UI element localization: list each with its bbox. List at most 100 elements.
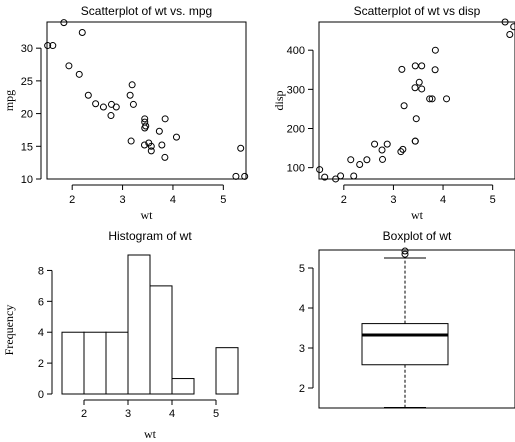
data-point [155, 127, 163, 135]
x-tick-label: 2 [81, 408, 87, 420]
x-tick-label: 3 [390, 194, 396, 206]
data-point [411, 84, 419, 92]
data-point [232, 172, 240, 180]
plot-frame [46, 21, 247, 180]
data-point [428, 95, 436, 103]
data-point [161, 153, 169, 161]
panel-scatter-wt-disp: Scatterplot of wt vs disp 2 3 4 5 wt 100 200 300… [272, 4, 515, 222]
data-point [140, 141, 148, 149]
x-tick-label: 2 [341, 194, 347, 206]
data-point [75, 70, 83, 78]
plot-frame [318, 21, 515, 180]
data-point [506, 31, 514, 39]
outlier-point [401, 250, 409, 258]
data-point [443, 95, 451, 103]
data-point [399, 145, 407, 153]
box [361, 323, 449, 366]
data-point [337, 172, 345, 180]
histogram-bar [105, 331, 129, 395]
data-point [316, 166, 324, 174]
data-point [141, 124, 149, 132]
x-axis-label: wt [141, 208, 154, 222]
data-point [347, 156, 355, 164]
data-point [426, 95, 434, 103]
data-point [398, 65, 406, 73]
data-point [78, 28, 86, 36]
x-tick-label: 3 [120, 194, 126, 206]
data-point [400, 102, 408, 110]
y-tick-label: 2 [299, 383, 305, 395]
y-tick-label: 3 [299, 343, 305, 355]
data-point [129, 100, 137, 108]
data-point [84, 91, 92, 99]
data-point [321, 173, 329, 181]
y-tick-label: 20 [21, 109, 33, 121]
data-point [418, 85, 426, 93]
histogram-bar [171, 378, 195, 395]
data-point [332, 175, 340, 183]
x-axis-label: wt [144, 427, 157, 441]
data-point [147, 147, 155, 155]
chart-title: Scatterplot of wt vs. mpg [81, 4, 212, 18]
data-point [431, 66, 439, 74]
chart-title: Histogram of wt [108, 229, 192, 243]
outlier-point [401, 247, 409, 255]
data-point [141, 115, 149, 123]
data-point [107, 100, 115, 108]
y-tick-label: 30 [21, 43, 33, 55]
data-point [371, 140, 379, 148]
data-point [158, 141, 166, 149]
data-point [237, 144, 245, 152]
data-point [363, 156, 371, 164]
x-tick-label: 5 [490, 194, 496, 206]
y-tick-label: 2 [38, 358, 44, 370]
y-tick-label: 8 [38, 265, 44, 277]
x-tick-label: 5 [213, 408, 219, 420]
data-point [415, 78, 423, 86]
panel-histogram-wt: Histogram of wt 2 3 4 5 wt 0 2 4 6 8 Frequency [2, 229, 239, 441]
data-point [411, 137, 419, 145]
x-axis-label: wt [411, 208, 424, 222]
chart-title: Boxplot of wt [383, 229, 452, 243]
y-tick-label: 4 [38, 327, 44, 339]
y-tick-label: 4 [299, 303, 305, 315]
data-point [418, 62, 426, 70]
data-point [378, 146, 386, 154]
histogram-bar [61, 331, 85, 395]
data-point [350, 172, 358, 180]
y-tick-label: 300 [287, 84, 305, 96]
data-point [501, 18, 509, 26]
data-point [397, 148, 405, 156]
data-point [411, 62, 419, 70]
data-point [127, 137, 135, 145]
histogram-bar [127, 254, 151, 395]
chart-title: Scatterplot of wt vs disp [354, 4, 481, 18]
x-tick-label: 5 [220, 194, 226, 206]
data-point [147, 142, 155, 150]
data-point [60, 19, 68, 27]
x-tick-label: 3 [125, 408, 131, 420]
y-tick-label: 25 [21, 76, 33, 88]
histogram-bar [83, 331, 107, 395]
data-point [128, 81, 136, 89]
y-tick-label: 200 [287, 123, 305, 135]
histogram-bar [149, 285, 173, 395]
data-point [44, 42, 52, 50]
data-point [412, 115, 420, 123]
x-tick-label: 4 [170, 194, 176, 206]
y-axis-label: Frequency [2, 305, 16, 356]
y-tick-label: 10 [21, 174, 33, 186]
data-point [383, 140, 391, 148]
data-point [356, 161, 364, 169]
data-point [49, 42, 57, 50]
data-point [92, 100, 100, 108]
data-point [241, 172, 249, 180]
y-tick-label: 400 [287, 45, 305, 57]
y-tick-label: 100 [287, 163, 305, 175]
y-tick-label: 5 [299, 263, 305, 275]
panel-scatter-wt-mpg: Scatterplot of wt vs. mpg 2 3 4 5 wt 10 15 20 25 3… [2, 4, 249, 222]
data-point [172, 133, 180, 141]
data-point [379, 155, 387, 163]
